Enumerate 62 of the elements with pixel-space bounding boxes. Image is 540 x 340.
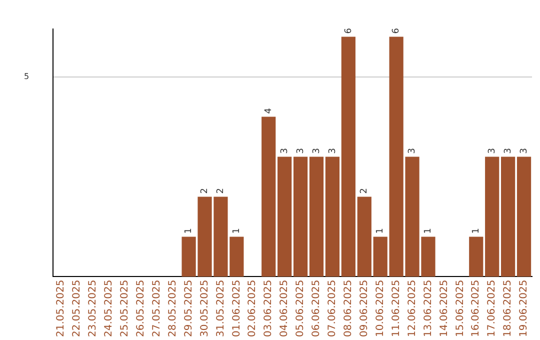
x-tick-label: 09.06.2025: [358, 280, 370, 338]
data-label: 3: [296, 148, 306, 154]
x-tick-label: 04.06.2025: [279, 280, 290, 338]
x-tick-label: 10.06.2025: [374, 280, 386, 338]
x-tick-label: 29.05.2025: [183, 280, 194, 338]
data-label: 3: [503, 148, 514, 154]
data-label: 1: [471, 228, 482, 234]
y-tick-label: 5: [24, 72, 30, 81]
x-tick-label: 25.05.2025: [120, 280, 131, 338]
x-tick-label: 21.05.2025: [56, 280, 67, 338]
x-tick-label: 08.06.2025: [343, 280, 354, 338]
bar: [341, 36, 356, 277]
data-label: 1: [184, 228, 194, 234]
data-label: 1: [424, 228, 434, 234]
data-label: 6: [344, 28, 354, 34]
x-tick-label: 26.05.2025: [135, 280, 146, 338]
x-tick-label: 01.06.2025: [231, 280, 242, 338]
x-tick-label: 28.05.2025: [167, 280, 178, 338]
x-tick-label: 30.05.2025: [199, 280, 210, 338]
bar: [293, 156, 308, 277]
bar: [278, 156, 292, 277]
data-label: 1: [376, 228, 386, 234]
x-tick-label: 22.05.2025: [72, 280, 83, 338]
bar: [469, 236, 484, 277]
x-tick-label: 11.06.2025: [390, 280, 402, 338]
data-label: 3: [408, 148, 418, 154]
data-label: 3: [328, 148, 338, 154]
x-tick-label: 24.05.2025: [104, 280, 115, 338]
bar: [485, 156, 500, 277]
x-tick-label: 02.06.2025: [247, 280, 258, 338]
data-label: 3: [487, 148, 498, 154]
bar: [325, 156, 340, 277]
x-tick-label: 19.06.2025: [518, 280, 530, 338]
x-tick-label: 17.06.2025: [486, 280, 498, 338]
data-label: 6: [392, 28, 402, 34]
data-label: 2: [200, 188, 210, 194]
x-tick-label: 05.06.2025: [295, 280, 306, 338]
data-label: 2: [360, 188, 370, 194]
x-tick-label: 23.05.2025: [88, 280, 99, 338]
bar: [309, 156, 324, 277]
bar: [516, 156, 532, 277]
x-tick-label: 14.06.2025: [438, 280, 450, 338]
bar: [357, 196, 372, 277]
data-label: 3: [280, 148, 290, 154]
x-tick-label: 27.05.2025: [151, 280, 162, 338]
x-tick-label: 31.05.2025: [215, 280, 226, 338]
data-label: 4: [264, 108, 274, 114]
x-tick-label: 13.06.2025: [422, 280, 434, 338]
x-tick-label: 15.06.2025: [454, 280, 466, 338]
bar: [373, 236, 388, 277]
data-label: 2: [216, 188, 226, 194]
x-tick-label: 12.06.2025: [406, 280, 418, 338]
data-label: 3: [519, 148, 530, 154]
x-tick-label: 18.06.2025: [502, 280, 514, 338]
x-tick-label: 07.06.2025: [327, 280, 338, 338]
data-label: 3: [312, 148, 322, 154]
bar: [262, 116, 276, 277]
x-tick-label: 03.06.2025: [263, 280, 274, 338]
data-label: 1: [232, 228, 242, 234]
x-tick-label: 06.06.2025: [311, 280, 322, 338]
bar: [501, 156, 516, 277]
x-tick-label: 16.06.2025: [470, 280, 482, 338]
